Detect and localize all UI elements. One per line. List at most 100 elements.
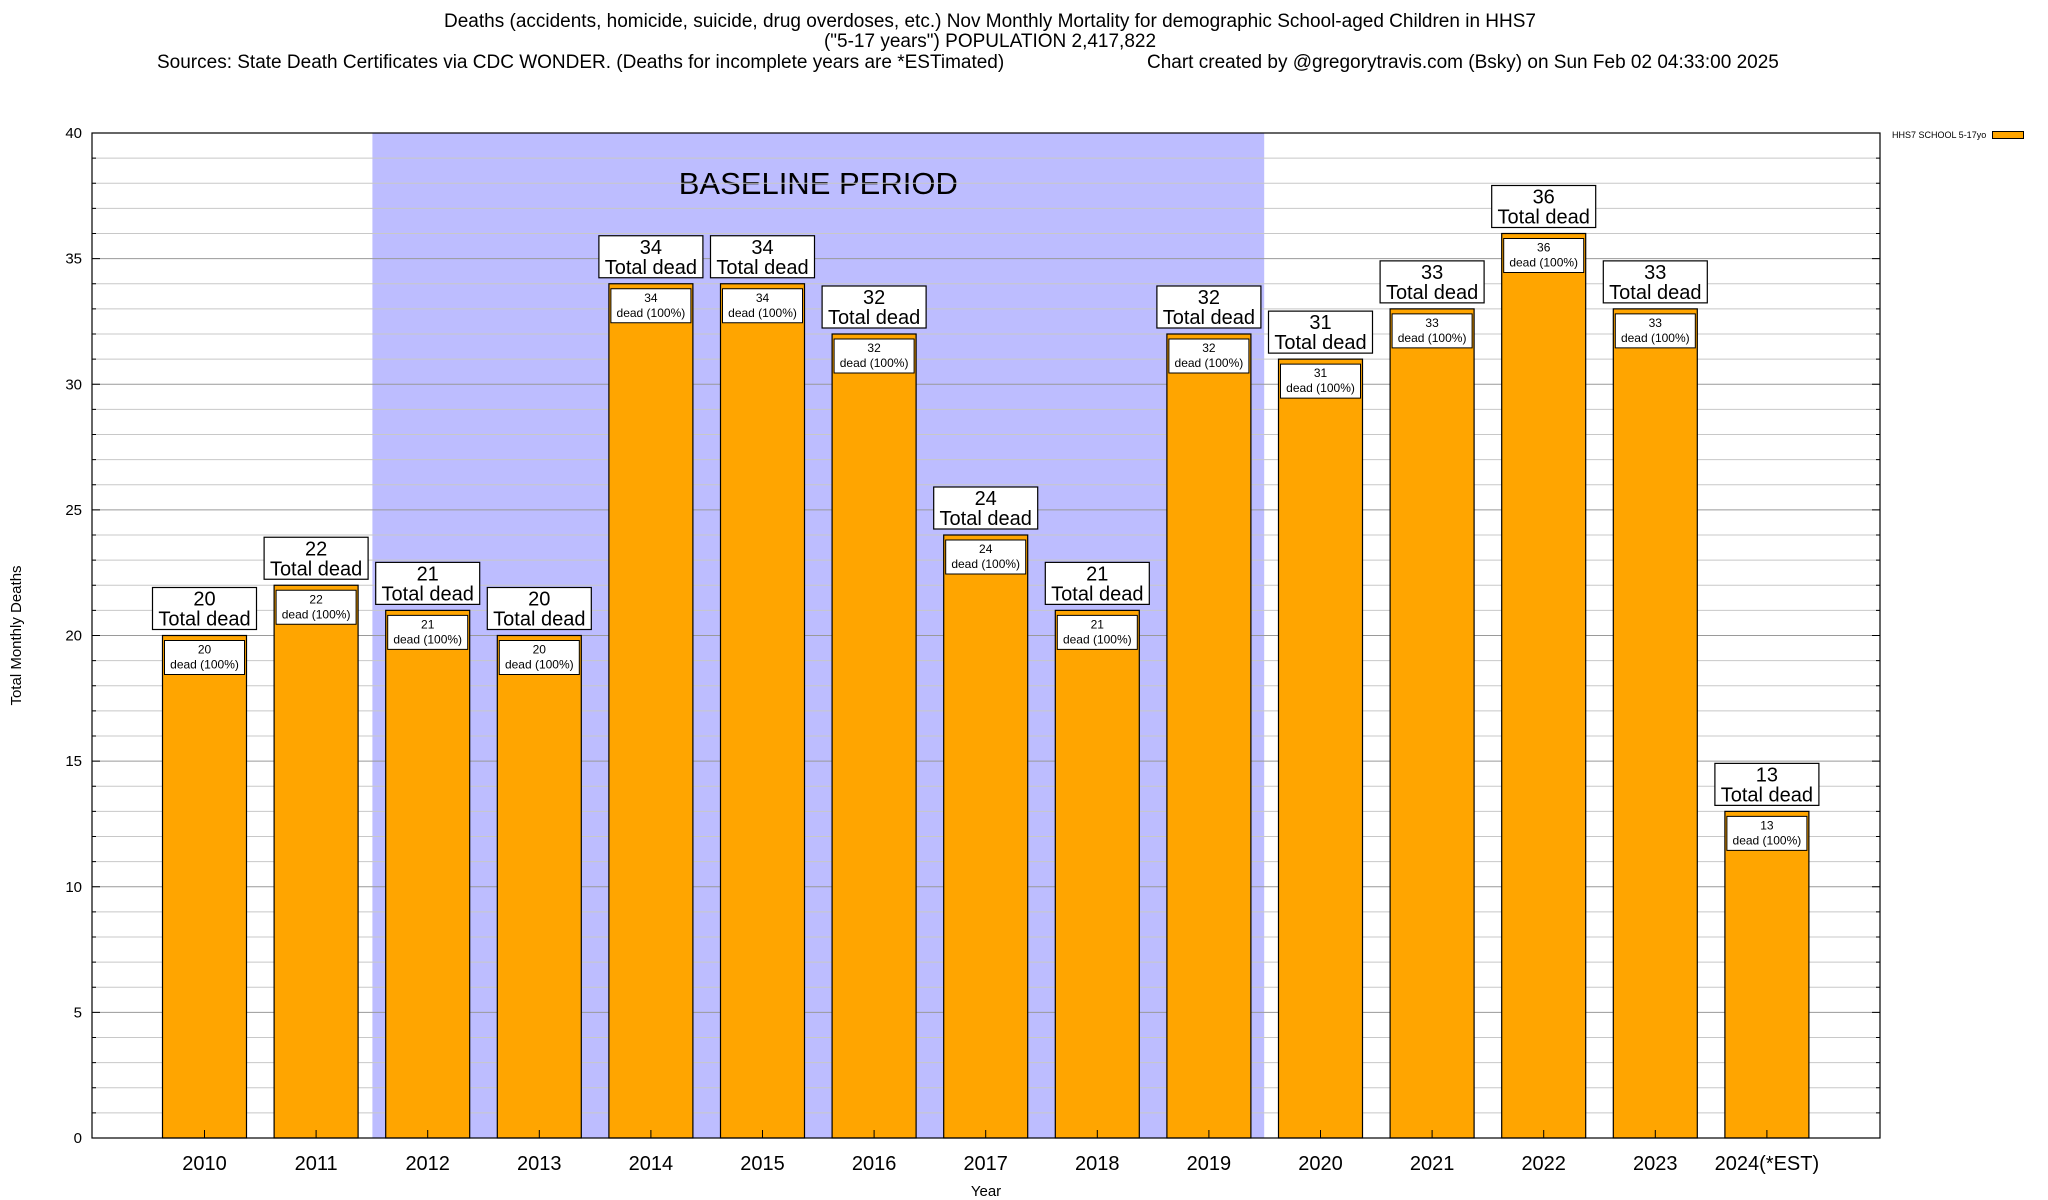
total-label-value: 21 (1086, 563, 1108, 585)
inner-label-text: dead (100%) (1621, 331, 1690, 345)
legend-label: HHS7 SCHOOL 5-17yo (1892, 130, 1987, 140)
total-label-text: Total dead (1721, 784, 1813, 806)
total-label-box (933, 486, 1039, 530)
inner-label-text: dead (100%) (951, 557, 1020, 571)
chart-credit: Chart created by @gregorytravis.com (Bsk… (1147, 52, 1779, 73)
inner-label-box (833, 338, 915, 374)
inner-label-box (1056, 614, 1138, 650)
inner-label-text: dead (100%) (170, 658, 239, 672)
x-axis-label: Year (971, 1183, 1001, 1200)
inner-label-box (945, 539, 1027, 575)
total-label-text: Total dead (605, 257, 697, 279)
x-tick-label: 2011 (295, 1153, 338, 1175)
total-label-box (821, 285, 927, 329)
total-label-text: Total dead (828, 307, 920, 329)
total-label-text: Total dead (940, 508, 1032, 530)
total-label-box (1267, 310, 1374, 354)
inner-label-text: dead (100%) (1175, 356, 1244, 370)
inner-label-text: dead (100%) (1398, 331, 1467, 345)
total-label-box (151, 586, 258, 631)
x-tick-label: 2015 (740, 1153, 785, 1175)
total-label-value: 32 (1198, 287, 1220, 309)
inner-label-value: 32 (1202, 341, 1216, 355)
total-label-text: Total dead (158, 609, 250, 631)
total-label-value: 34 (640, 237, 662, 259)
inner-label-value: 22 (309, 592, 323, 606)
total-label-box (486, 586, 592, 631)
y-tick-label: 5 (74, 1004, 82, 1021)
x-tick-label: 2012 (405, 1153, 450, 1175)
bar (1277, 358, 1364, 1139)
inner-label-box (722, 288, 803, 324)
bar (1724, 810, 1810, 1139)
total-label-value: 21 (417, 563, 439, 585)
inner-label-box (1726, 815, 1808, 851)
total-label-value: 31 (1309, 312, 1331, 334)
inner-label-value: 13 (1760, 818, 1774, 832)
total-label-box (1156, 285, 1262, 329)
inner-label-value: 20 (533, 643, 547, 657)
total-label-text: Total dead (1051, 583, 1143, 605)
inner-label-text: dead (100%) (728, 306, 797, 320)
inner-label-value: 20 (198, 643, 212, 657)
y-tick-label: 35 (65, 251, 82, 268)
total-label-text: Total dead (1163, 307, 1255, 329)
inner-label-value: 21 (1091, 617, 1105, 631)
inner-label-box (610, 288, 692, 324)
total-label-text: Total dead (1274, 332, 1366, 354)
x-tick-label: 2013 (517, 1153, 562, 1175)
x-tick-label: 2023 (1633, 1153, 1678, 1175)
y-tick-label: 10 (65, 879, 82, 896)
bar (943, 534, 1029, 1139)
y-tick-label: 20 (65, 628, 82, 645)
total-label-box (598, 235, 704, 279)
inner-label-box (1503, 238, 1585, 273)
inner-label-text: dead (100%) (1063, 632, 1132, 646)
total-label-value: 33 (1644, 262, 1666, 284)
x-tick-label: 2019 (1187, 1153, 1232, 1175)
inner-label-text: dead (100%) (617, 306, 686, 320)
bar (1612, 308, 1698, 1139)
inner-label-text: dead (100%) (840, 356, 909, 370)
bar (273, 584, 359, 1139)
inner-label-value: 31 (1314, 366, 1328, 380)
inner-label-value: 34 (756, 291, 770, 305)
bar (608, 283, 694, 1139)
total-label-value: 32 (863, 287, 885, 309)
total-label-box (1379, 260, 1485, 304)
total-label-box (375, 561, 481, 605)
total-label-value: 20 (528, 589, 550, 611)
inner-label-text: dead (100%) (1733, 833, 1802, 847)
bar (1501, 232, 1587, 1139)
inner-label-box (164, 640, 245, 675)
y-tick-label: 30 (65, 376, 82, 393)
total-label-box (1602, 260, 1708, 304)
inner-label-value: 32 (867, 341, 881, 355)
x-tick-label: 2016 (852, 1153, 897, 1175)
total-label-value: 24 (975, 488, 997, 510)
bar (385, 609, 471, 1139)
y-tick-label: 40 (65, 125, 82, 142)
inner-label-text: dead (100%) (1509, 256, 1578, 270)
chart-sources: Sources: State Death Certificates via CD… (157, 52, 1005, 73)
total-label-value: 13 (1756, 764, 1778, 786)
total-label-text: Total dead (1498, 207, 1590, 229)
bar (1166, 333, 1252, 1139)
inner-label-value: 24 (979, 542, 993, 556)
y-axis-label: Total Monthly Deaths (8, 565, 25, 705)
bar (1389, 308, 1475, 1139)
inner-label-value: 21 (421, 617, 435, 631)
chart-title: Deaths (accidents, homicide, suicide, dr… (444, 11, 1536, 32)
inner-label-box (275, 589, 357, 625)
legend: HHS7 SCHOOL 5-17yo (1892, 130, 2025, 140)
chart-subtitle: ("5-17 years") POPULATION 2,417,822 (823, 31, 1157, 52)
total-label-value: 34 (751, 237, 773, 259)
inner-label-box (1280, 363, 1361, 399)
inner-label-box (1391, 313, 1473, 349)
x-tick-label: 2024(*EST) (1715, 1153, 1820, 1175)
x-tick-label: 2021 (1410, 1153, 1455, 1175)
total-label-value: 22 (305, 538, 327, 560)
total-label-value: 36 (1533, 187, 1555, 209)
total-label-text: Total dead (716, 257, 808, 279)
legend-swatch (1992, 131, 2025, 139)
